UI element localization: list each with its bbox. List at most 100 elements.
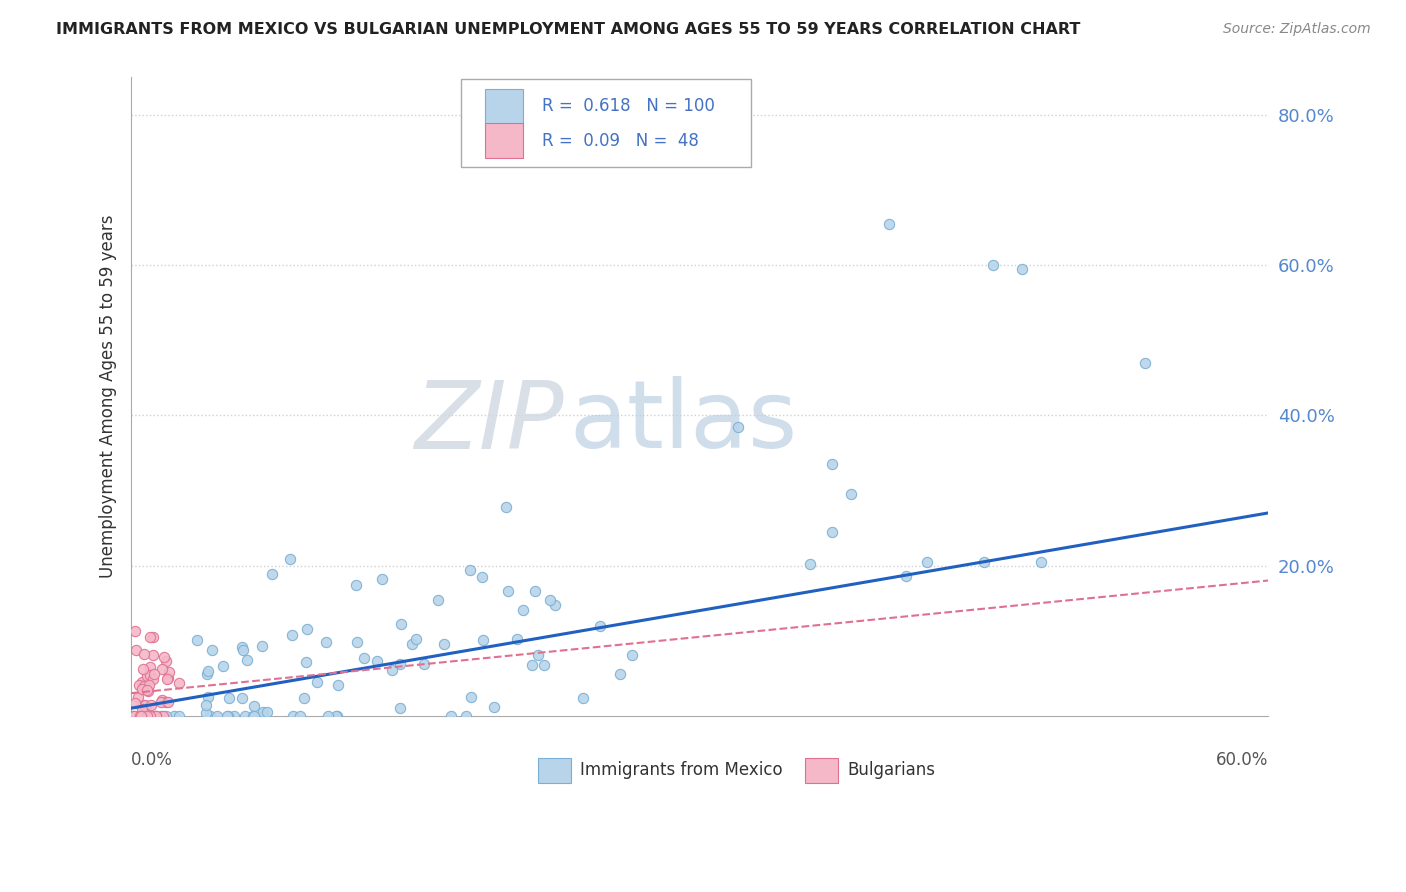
Point [512,602,534,616]
Point [136,684,159,698]
Point [125,643,148,657]
Point [495,500,517,515]
Point [138,708,160,723]
Point [371,572,394,586]
Point [150,693,173,707]
Point [427,593,450,607]
Point [405,632,427,646]
Point [243,699,266,714]
Point [131,708,153,723]
Point [195,667,218,681]
Point [252,706,274,720]
Point [155,695,177,709]
Point [381,663,404,677]
Point [589,619,612,633]
Text: IMMIGRANTS FROM MEXICO VS BULGARIAN UNEMPLOYMENT AMONG AGES 55 TO 59 YEARS CORRE: IMMIGRANTS FROM MEXICO VS BULGARIAN UNEM… [56,22,1081,37]
Point [524,583,547,598]
Point [152,708,174,723]
Point [129,708,152,723]
Point [124,624,146,638]
Point [526,648,548,662]
Point [205,708,228,723]
Point [366,654,388,668]
Point [157,671,180,685]
Point [135,683,157,698]
Point [252,639,274,653]
Point [132,679,155,693]
Point [458,563,481,577]
Point [128,678,150,692]
Point [388,657,411,671]
Point [198,708,221,723]
Point [136,708,159,723]
Point [197,690,219,705]
Point [194,698,217,712]
Point [131,708,153,723]
Point [142,630,165,644]
Point [821,524,844,539]
Point [877,217,900,231]
Point [233,708,256,723]
Point [533,657,555,672]
Point [157,694,180,708]
Point [131,708,153,723]
Point [138,678,160,692]
Point [132,662,155,676]
Point [145,708,167,723]
Point [318,708,340,723]
FancyBboxPatch shape [806,758,838,782]
Point [135,700,157,714]
Point [141,698,163,712]
Point [135,708,157,723]
Point [155,654,177,668]
Point [305,675,328,690]
Point [131,682,153,697]
Point [149,708,172,723]
Point [155,708,177,723]
Point [122,708,145,723]
Point [122,708,145,723]
Text: Immigrants from Mexico: Immigrants from Mexico [581,761,783,779]
Point [134,681,156,695]
Point [150,695,173,709]
Point [142,648,165,663]
Point [821,457,844,471]
Point [472,632,495,647]
Point [212,658,235,673]
Text: Bulgarians: Bulgarians [848,761,935,779]
Point [484,699,506,714]
Point [186,632,208,647]
Point [159,665,181,679]
Point [620,648,643,662]
Point [127,690,149,704]
Point [896,569,918,583]
Point [145,708,167,723]
Point [131,708,153,723]
Point [328,678,350,692]
Point [538,592,561,607]
Point [915,555,938,569]
Point [1133,356,1156,370]
Point [496,584,519,599]
Point [440,708,463,723]
Point [799,557,821,571]
Point [150,662,173,676]
Point [167,708,190,723]
Point [231,690,253,705]
Point [1029,555,1052,569]
Point [129,708,152,723]
Point [236,652,259,666]
Point [256,705,278,719]
Y-axis label: Unemployment Among Ages 55 to 59 years: Unemployment Among Ages 55 to 59 years [100,215,117,578]
Point [470,570,492,584]
Point [460,690,482,704]
Point [143,708,166,723]
Text: Source: ZipAtlas.com: Source: ZipAtlas.com [1223,22,1371,37]
Text: 60.0%: 60.0% [1216,751,1268,769]
Point [454,708,477,723]
Point [167,676,190,690]
Text: R =  0.09   N =  48: R = 0.09 N = 48 [541,132,699,150]
Point [609,666,631,681]
Point [973,555,995,569]
Point [139,631,162,645]
